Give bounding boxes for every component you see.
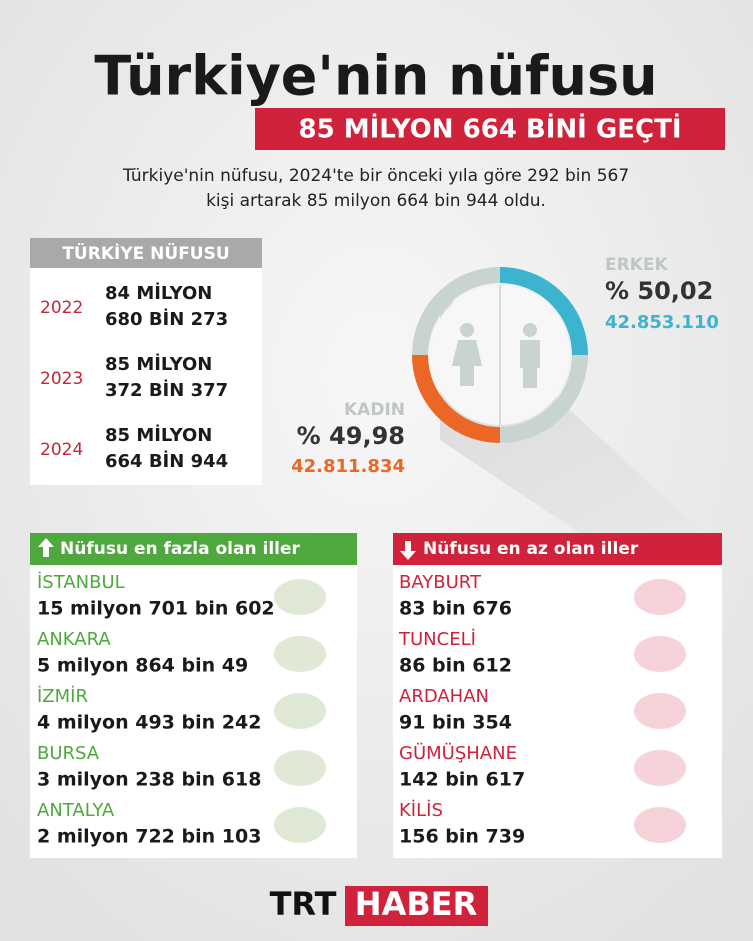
male-icon — [520, 323, 540, 388]
population-line: 85 MİLYON — [105, 353, 212, 375]
male-count: 42.853.110 — [605, 312, 719, 333]
province-name: KİLİS — [399, 800, 443, 821]
province-map — [274, 750, 326, 786]
province-map — [274, 807, 326, 843]
year: 2023 — [40, 369, 83, 389]
province-value: 91 bin 354 — [399, 712, 512, 734]
population-line: 680 BİN 273 — [105, 308, 228, 330]
population-header — [30, 238, 262, 268]
least-title: Nüfusu en az olan iller — [423, 539, 639, 559]
province-value: 156 bin 739 — [399, 826, 525, 848]
title: Türkiye'nin nüfusu — [94, 45, 657, 108]
province-map — [634, 750, 686, 786]
province-map — [274, 579, 326, 615]
logo-box — [345, 886, 488, 926]
province-map — [634, 807, 686, 843]
province-value: 142 bin 617 — [399, 769, 525, 791]
population-line: 664 BİN 944 — [105, 450, 228, 472]
province-name: TUNCELİ — [398, 629, 476, 650]
province-map — [274, 636, 326, 672]
population-line: 84 MİLYON — [105, 282, 212, 304]
province-value: 2 milyon 722 bin 103 — [37, 826, 261, 848]
province-value: 15 milyon 701 bin 602 — [37, 598, 275, 620]
up-arrow — [38, 538, 54, 557]
down-arrow — [400, 541, 416, 560]
population-title: TÜRKİYE NÜFUSU — [62, 242, 229, 264]
population-line: 85 MİLYON — [105, 424, 212, 446]
province-name: İSTANBUL — [37, 572, 125, 593]
male-arc — [499, 267, 588, 356]
description: Türkiye'nin nüfusu, 2024'te bir önceki y… — [122, 166, 629, 186]
year: 2022 — [40, 298, 83, 318]
population-rows: 2022 84 MİLYON 680 BİN 273 2023 85 MİLYON 372… — [40, 282, 228, 472]
female-count: 42.811.834 — [291, 456, 405, 477]
logo-right: HABER — [355, 885, 477, 923]
province-value: 4 milyon 493 bin 242 — [37, 712, 261, 734]
province-name: BURSA — [37, 743, 100, 764]
male-percent: % 50,02 — [605, 277, 713, 305]
male-label: ERKEK — [605, 255, 668, 275]
most-title: Nüfusu en fazla olan iller — [60, 539, 301, 559]
logo-left: TRT — [270, 885, 337, 923]
province-name: İZMİR — [37, 686, 88, 707]
province-value: 3 milyon 238 bin 618 — [37, 769, 261, 791]
province-name: BAYBURT — [399, 572, 482, 593]
province-lists: İSTANBUL 15 milyon 701 bin 602 ANKARA 5 mil… — [37, 572, 686, 848]
least-header — [393, 533, 722, 565]
female-percent: % 49,98 — [297, 422, 405, 450]
most-header — [30, 533, 357, 565]
province-map — [634, 693, 686, 729]
female-label: KADIN — [344, 400, 405, 420]
province-name: ANKARA — [37, 629, 111, 650]
description: kişi artarak 85 milyon 664 bin 944 oldu. — [206, 191, 546, 211]
population-box — [30, 268, 262, 485]
province-name: ANTALYA — [37, 800, 115, 821]
subtitle-banner — [255, 108, 725, 150]
province-map — [634, 636, 686, 672]
province-name: GÜMÜŞHANE — [399, 742, 517, 764]
province-value: 86 bin 612 — [399, 655, 512, 677]
female-arc — [412, 354, 501, 443]
province-name: ARDAHAN — [399, 686, 489, 707]
province-map — [634, 579, 686, 615]
year: 2024 — [40, 440, 83, 460]
subtitle: 85 MİLYON 664 BİNİ GEÇTİ — [298, 113, 681, 145]
province-value: 5 milyon 864 bin 49 — [37, 655, 248, 677]
province-value: 83 bin 676 — [399, 598, 512, 620]
province-map — [274, 693, 326, 729]
female-icon — [452, 323, 482, 386]
population-line: 372 BİN 377 — [105, 379, 228, 401]
